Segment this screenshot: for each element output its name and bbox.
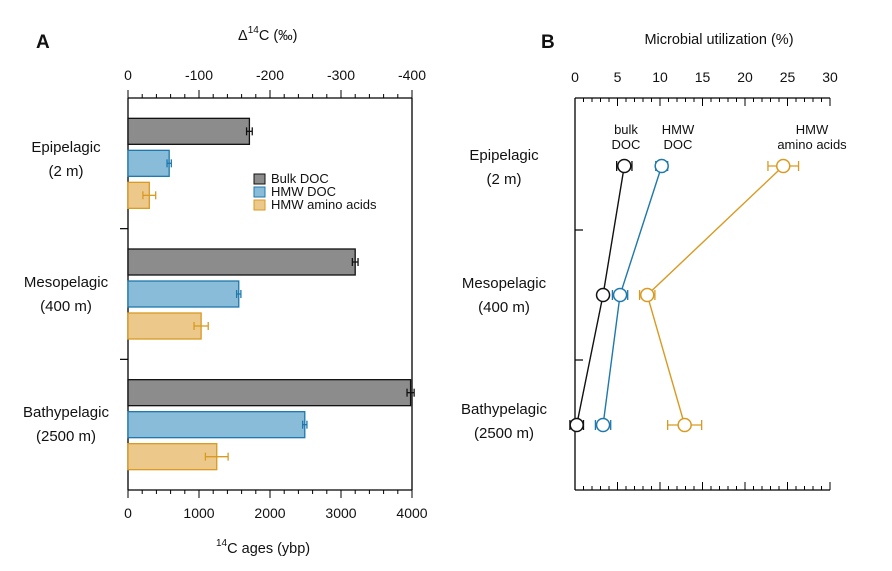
panel-b-tick-label: 0 <box>571 69 579 85</box>
point-hmw-doc-mesopelagic <box>612 287 628 303</box>
panel-a-top-tick-label: -300 <box>327 67 355 83</box>
point-hmw-amino-acids-epipelagic <box>776 158 791 174</box>
annotation-bulk-doc-line1: bulk <box>614 122 638 137</box>
legend-label-hmw-amino-acids: HMW amino acids <box>271 197 377 212</box>
legend-label-hmw-doc: HMW DOC <box>271 184 336 199</box>
point-hmw-amino-acids-mesopelagic <box>640 287 655 303</box>
point-bulk-doc-epipelagic <box>617 158 632 174</box>
bar-bulk-doc-mesopelagic <box>127 248 356 276</box>
panel-a-bottom-axis-title: 14C ages (ybp) <box>216 538 310 557</box>
point-bulk-doc-mesopelagic <box>595 287 611 303</box>
legend-label-bulk-doc: Bulk DOC <box>271 171 329 186</box>
legend-swatch-bulk-doc <box>253 173 266 185</box>
bar-hmw-doc-epipelagic <box>127 149 170 177</box>
panel-b-axis-title: Microbial utilization (%) <box>644 32 793 48</box>
bar-hmw-doc-bathypelagic <box>127 411 306 439</box>
panel-a-top-axis-title: Δ14C (‰) <box>238 25 297 44</box>
panel-a-plot: 0 1000 2000 3000 4000 0 -100 -200 -300 -400 <box>120 67 428 521</box>
point-hmw-doc-epipelagic <box>654 158 669 174</box>
annotation-hmw-amino-acids-line2: amino acids <box>777 137 847 152</box>
panel-b-letter: B <box>541 32 555 53</box>
panel-a-top-tick-label: 0 <box>124 67 132 83</box>
legend-swatch-hmw-amino-acids <box>253 199 266 211</box>
panel-a-top-tick-label: -200 <box>256 67 284 83</box>
panel-a-category-name: Bathypelagic <box>23 404 109 421</box>
panel-a-top-tick-label: -400 <box>398 67 426 83</box>
series-line-hmw-amino-acids <box>646 165 784 426</box>
panel-b-category-depth: (2500 m) <box>474 425 534 442</box>
annotation-hmw-doc-line2: DOC <box>664 137 693 152</box>
annotation-bulk-doc-line2: DOC <box>612 137 641 152</box>
panel-a-category-name: Epipelagic <box>31 139 101 156</box>
bar-bulk-doc-epipelagic <box>127 117 251 145</box>
panel-b-tick-label: 30 <box>822 69 838 85</box>
panel-a-bottom-tick-label: 1000 <box>183 505 214 521</box>
panel-a-bottom-tick-label: 4000 <box>396 505 427 521</box>
point-bulk-doc-bathypelagic <box>569 417 584 433</box>
delta-symbol: Δ <box>238 28 248 44</box>
panel-b-plot: 0 5 10 15 20 25 30 <box>569 69 838 491</box>
top-axis-title-main: C (‰) <box>259 28 298 44</box>
bar-hmw-amino-acids-mesopelagic <box>127 312 202 340</box>
panel-b-category-depth: (2 m) <box>487 171 522 188</box>
point-hmw-doc-bathypelagic <box>595 417 611 433</box>
panel-b-tick-label: 25 <box>780 69 796 85</box>
bar-bulk-doc-bathypelagic <box>127 379 412 407</box>
panel-b-tick-label: 10 <box>652 69 668 85</box>
legend-swatch-hmw-doc <box>253 186 266 198</box>
top-axis-superscript: 14 <box>248 25 260 36</box>
panel-b-category-name: Epipelagic <box>469 147 539 164</box>
bar-hmw-doc-mesopelagic <box>127 280 240 308</box>
panel-a-category-name: Mesopelagic <box>24 274 109 291</box>
panel-a-top-tick-label: -100 <box>185 67 213 83</box>
panel-a-bottom-tick-label: 3000 <box>325 505 356 521</box>
panel-b-category-name: Mesopelagic <box>462 275 547 292</box>
bottom-axis-title-main: C ages (ybp) <box>227 541 310 557</box>
panel-a-letter: A <box>36 32 50 53</box>
panel-b-tick-label: 20 <box>737 69 753 85</box>
panel-a-category-depth: (2 m) <box>49 163 84 180</box>
panel-b-tick-label: 15 <box>695 69 711 85</box>
panel-a-category-depth: (2500 m) <box>36 428 96 445</box>
bar-hmw-amino-acids-bathypelagic <box>127 443 218 471</box>
panel-b-category-depth: (400 m) <box>478 299 530 316</box>
point-hmw-amino-acids-bathypelagic <box>677 417 692 433</box>
bottom-axis-superscript: 14 <box>216 538 228 549</box>
panel-b-category-name: Bathypelagic <box>461 401 547 418</box>
panel-b-tick-label: 5 <box>614 69 622 85</box>
annotation-hmw-doc-line1: HMW <box>662 122 695 137</box>
panel-a-bottom-tick-label: 0 <box>124 505 132 521</box>
annotation-hmw-amino-acids-line1: HMW <box>796 122 829 137</box>
panel-a-bottom-tick-label: 2000 <box>254 505 285 521</box>
panel-a-category-depth: (400 m) <box>40 298 92 315</box>
